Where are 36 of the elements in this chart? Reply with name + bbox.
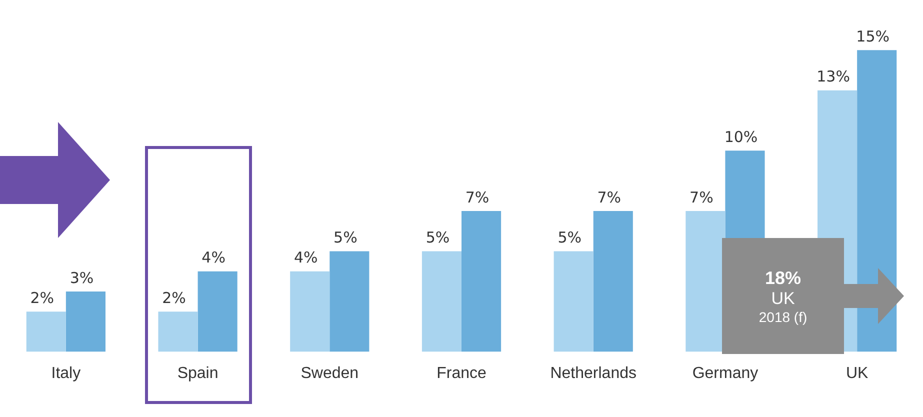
annotation: UK [770,288,796,308]
x-tick-label: Sweden [300,364,359,382]
data-label: 3% [70,268,94,287]
bar [290,271,330,352]
data-label: 4% [294,248,318,267]
bar [158,312,198,352]
data-label: 7% [465,188,490,206]
data-label: 4% [202,248,226,267]
bar [686,211,726,352]
annotation: 2018 (f) [758,308,808,324]
x-tick-label: Italy [51,364,81,382]
data-label: 2% [162,288,186,307]
data-label: 13% [816,68,850,86]
bar [330,251,370,352]
data-label: 2% [30,288,54,307]
data-label: 5% [426,228,450,247]
x-tick-label: France [436,364,486,382]
bar [198,271,238,352]
bar [593,211,633,352]
data-label: 10% [724,128,758,146]
bar [554,251,594,352]
data-label: 15% [856,28,890,46]
x-tick-label: Netherlands [550,364,636,382]
bar [26,312,66,352]
data-label: 7% [597,188,622,206]
data-label: 5% [334,228,358,247]
annotation: 18% [764,268,802,288]
bar [857,50,897,352]
bar [66,291,106,352]
x-tick-label: Germany [692,364,758,382]
x-tick-label: Spain [177,364,218,382]
x-tick-label: UK [846,364,869,382]
data-label: 7% [690,188,714,206]
bar [422,251,462,352]
data-label: 5% [558,228,582,247]
bar [462,211,502,352]
